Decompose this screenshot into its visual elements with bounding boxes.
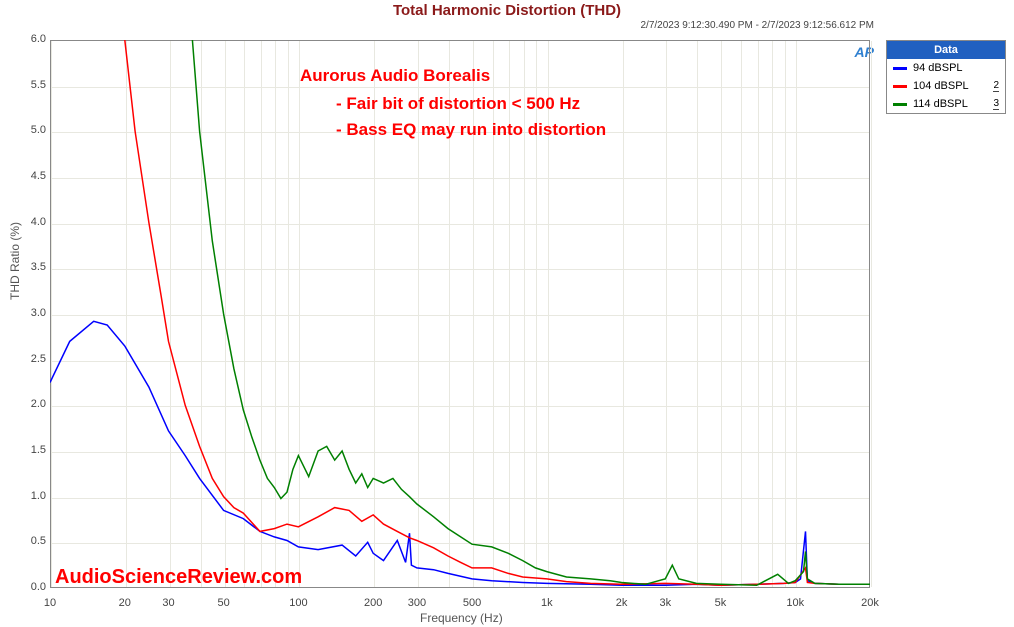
x-tick: 10k [786,597,804,609]
legend: Data 94 dBSPL 104 dBSPL2114 dBSPL3 [886,40,1006,114]
x-axis-label: Frequency (Hz) [420,611,503,625]
annotation-text: - Bass EQ may run into distortion [336,120,606,140]
y-tick: 1.5 [18,444,46,456]
y-tick: 3.0 [18,307,46,319]
y-tick: 5.0 [18,124,46,136]
y-tick: 2.5 [18,353,46,365]
legend-header: Data [887,41,1005,59]
x-tick: 1k [541,597,553,609]
legend-item: 114 dBSPL3 [887,95,1005,113]
legend-label: 104 dBSPL [913,80,969,92]
x-tick: 200 [364,597,382,609]
annotation-text: Aurorus Audio Borealis [300,66,490,86]
annotation-text: - Fair bit of distortion < 500 Hz [336,94,580,114]
x-tick: 20 [119,597,131,609]
x-tick: 5k [715,597,727,609]
y-tick: 0.5 [18,535,46,547]
legend-swatch-icon [893,103,907,106]
y-tick: 2.0 [18,398,46,410]
timestamp: 2/7/2023 9:12:30.490 PM - 2/7/2023 9:12:… [640,20,874,31]
legend-item: 104 dBSPL2 [887,77,1005,95]
x-tick: 500 [463,597,481,609]
legend-swatch-icon [893,85,907,88]
y-tick: 6.0 [18,33,46,45]
x-tick: 300 [408,597,426,609]
y-tick: 3.5 [18,261,46,273]
y-tick: 4.5 [18,170,46,182]
x-tick: 10 [44,597,56,609]
legend-item: 94 dBSPL [887,59,1005,77]
x-tick: 100 [289,597,307,609]
x-tick: 30 [162,597,174,609]
y-tick: 0.0 [18,581,46,593]
watermark: AudioScienceReview.com [55,566,302,589]
chart-title: Total Harmonic Distortion (THD) [0,2,1014,19]
legend-label: 94 dBSPL [913,62,963,74]
legend-swatch-icon [893,67,907,70]
x-tick: 2k [616,597,628,609]
y-tick: 5.5 [18,79,46,91]
y-tick: 4.0 [18,216,46,228]
legend-label: 114 dBSPL [913,98,968,110]
y-tick: 1.0 [18,490,46,502]
x-tick: 3k [660,597,672,609]
x-tick: 20k [861,597,879,609]
x-tick: 50 [218,597,230,609]
